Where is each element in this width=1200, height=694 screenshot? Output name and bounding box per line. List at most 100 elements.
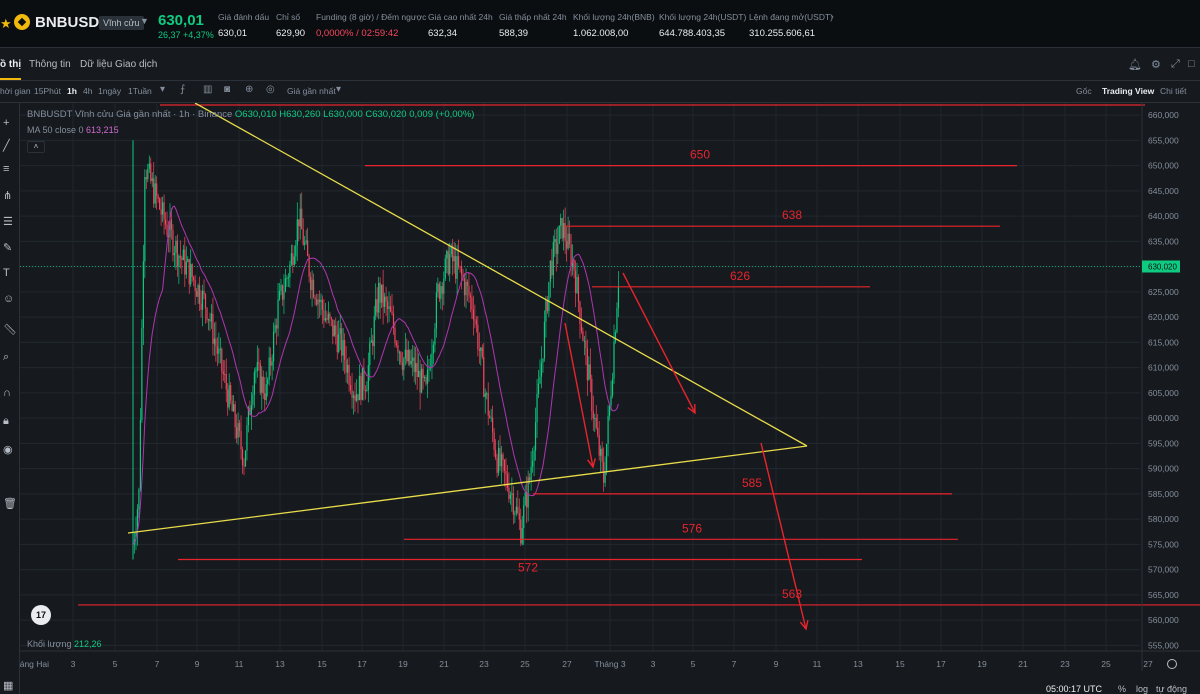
crosshair-icon[interactable]: + xyxy=(3,117,10,129)
interval-1h[interactable]: 1h xyxy=(67,86,77,96)
candle-body xyxy=(299,208,301,227)
tab-chart[interactable]: ồ thị xyxy=(0,59,22,80)
candle-body xyxy=(401,362,403,370)
interval-4h[interactable]: 4h xyxy=(83,86,93,96)
chevron-down-icon[interactable]: ▾ xyxy=(336,84,342,95)
brush-icon[interactable]: ✎ xyxy=(3,242,13,254)
calendar-icon[interactable]: ▦ xyxy=(3,680,14,692)
candle-body xyxy=(443,278,445,294)
candle-body xyxy=(172,229,174,256)
tradingview-logo-icon: 17 xyxy=(31,605,51,625)
candle-body xyxy=(421,368,423,393)
fib-icon[interactable]: ☰ xyxy=(3,216,13,228)
tab-trading-data[interactable]: Dữ liệu Giao dịch xyxy=(80,59,158,70)
stat-24h-volume-bnb: Khối lượng 24h(BNB) 1.062.008,00 xyxy=(573,12,655,39)
expand-icon[interactable]: ⤢ xyxy=(1171,58,1180,70)
symbol-name[interactable]: BNBUSDT xyxy=(35,14,109,31)
favorite-star-icon[interactable]: ★ xyxy=(0,16,12,31)
candle-body xyxy=(203,290,205,295)
lock-icon[interactable]: 🔒︎ xyxy=(3,415,9,427)
candle-body xyxy=(545,299,547,322)
candle-body xyxy=(224,374,226,376)
eye-icon[interactable]: ◉ xyxy=(3,444,13,456)
compare-icon[interactable]: ◎ xyxy=(266,84,275,95)
arrow-shaft xyxy=(760,442,807,630)
scale-option[interactable]: % xyxy=(1118,684,1126,694)
tab-info[interactable]: Thông tin xyxy=(29,59,71,70)
candle-body xyxy=(145,177,147,180)
stat-funding[interactable]: Funding (8 giờ) / Đếm ngược 0,0000% / 02… xyxy=(316,12,426,39)
candle-body xyxy=(366,390,368,392)
candle-body xyxy=(452,246,454,262)
candle-body xyxy=(570,244,572,268)
x-tick-label: 25 xyxy=(1101,659,1111,669)
magnet-icon[interactable]: ∩ xyxy=(3,387,11,399)
candle-body xyxy=(349,385,352,391)
candle-body xyxy=(191,264,193,277)
candle-body xyxy=(483,357,485,397)
settings-icon[interactable]: ⚙ xyxy=(1151,59,1161,71)
candle-body xyxy=(270,357,272,366)
axis-settings-icon[interactable] xyxy=(1167,659,1177,669)
view-depth[interactable]: Chi tiết xyxy=(1160,86,1187,96)
candle-body xyxy=(459,266,461,268)
candle-body xyxy=(364,389,366,392)
bell-icon[interactable]: 🔔︎ xyxy=(1128,59,1142,71)
interval-dropdown-icon[interactable]: ▾ xyxy=(160,84,166,95)
stat-24h-high: Giá cao nhất 24h 632,34 xyxy=(428,12,493,39)
add-icon[interactable]: ⊕ xyxy=(245,84,254,95)
candle-body xyxy=(352,395,355,398)
close-panel-icon[interactable]: □ xyxy=(1188,58,1195,70)
candle-body xyxy=(197,285,199,297)
candle-body xyxy=(259,363,261,393)
time-axis[interactable]: háng Hai 3 5 7 9 11 13 15 17 19 21 23 25 27 Tháng 3 3 5 7… xyxy=(20,650,1200,694)
volume-legend: Khối lượng 212,26 xyxy=(27,639,102,649)
view-original[interactable]: Gốc xyxy=(1076,86,1092,96)
candle-body xyxy=(392,313,395,329)
scale-option[interactable]: tự động xyxy=(1156,684,1187,694)
level-label: 650 xyxy=(690,148,710,162)
camera-icon[interactable]: ◙ xyxy=(224,84,231,95)
candle-body xyxy=(389,306,392,312)
candle-body xyxy=(289,264,291,278)
candle-body xyxy=(139,419,141,490)
collapse-legend-button[interactable]: ˄ xyxy=(27,141,45,153)
pitchfork-icon[interactable]: ⋔ xyxy=(3,190,13,202)
horizontal-line-icon[interactable]: ≡ xyxy=(3,163,10,175)
emoji-icon[interactable]: ☺ xyxy=(3,293,15,305)
price-chart[interactable]: 650 638 626 585 576 572 563 660,000 655,000 650,… xyxy=(20,103,1200,694)
interval-1d[interactable]: 1ngày xyxy=(98,86,122,96)
chevron-right-icon[interactable]: › xyxy=(831,12,834,21)
price-source-select[interactable]: Giá gần nhất xyxy=(287,86,336,96)
price-change: 26,37 +4,37% xyxy=(158,30,214,40)
scale-option[interactable]: log xyxy=(1136,684,1148,694)
view-tradingview[interactable]: Trading View xyxy=(1102,86,1155,96)
indicators-icon[interactable]: ⨍ xyxy=(180,84,186,95)
interval-1w[interactable]: 1Tuần xyxy=(128,86,152,96)
interval-15m[interactable]: 15Phút xyxy=(34,86,61,96)
candle-body xyxy=(441,286,443,294)
price-axis[interactable]: 660,000 655,000 650,000 645,000 640,000 635,0… xyxy=(1141,103,1180,671)
stat-open-interest[interactable]: Lệnh đang mở(USDT) 310.255.606,61 xyxy=(749,12,833,39)
trash-icon[interactable]: 🗑︎ xyxy=(3,498,17,510)
candle-body xyxy=(317,299,319,305)
candle-body xyxy=(534,422,537,451)
candle-body xyxy=(489,415,491,418)
candle-body xyxy=(471,297,473,310)
text-icon[interactable]: T xyxy=(3,267,10,279)
zoom-icon[interactable]: ⌕ xyxy=(3,351,10,363)
candle-body xyxy=(329,313,331,318)
candle-body xyxy=(318,299,321,303)
candle-body xyxy=(413,357,415,373)
candle-type-icon[interactable]: ▥ xyxy=(203,84,213,95)
candle-body xyxy=(341,328,343,356)
y-tick-label: 660,000 xyxy=(1148,110,1179,120)
trendline-icon[interactable]: ╱ xyxy=(3,140,10,152)
symbol-dropdown-icon[interactable]: ▼ xyxy=(140,16,149,26)
candle-body xyxy=(523,505,525,529)
candle-body xyxy=(261,376,263,393)
ma-legend[interactable]: MA 50 close 0 613,215 xyxy=(27,125,119,135)
ruler-icon[interactable]: 📏︎ xyxy=(3,324,17,336)
candle-body xyxy=(512,493,514,515)
